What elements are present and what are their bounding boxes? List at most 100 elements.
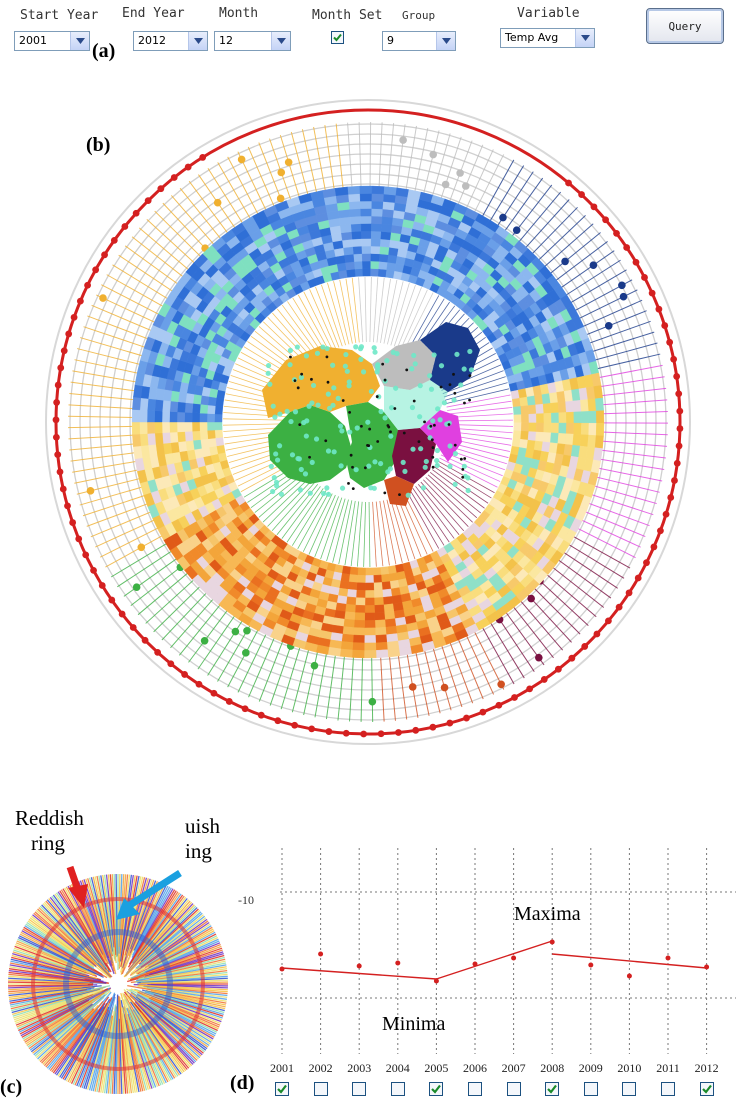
radial-stripe bbox=[87, 878, 115, 972]
connector-line bbox=[368, 501, 371, 567]
heat-cell bbox=[342, 238, 353, 248]
check-icon bbox=[701, 1084, 712, 1094]
lollipop-dot bbox=[200, 636, 209, 645]
radial-stripe bbox=[27, 988, 111, 1048]
query-button[interactable]: Query bbox=[646, 8, 724, 44]
station-dot bbox=[265, 370, 271, 376]
annotation-arrows bbox=[66, 865, 182, 920]
station-dot bbox=[320, 344, 326, 350]
heat-cell bbox=[192, 403, 201, 414]
station-dot bbox=[412, 361, 418, 367]
year-checkbox[interactable] bbox=[390, 1082, 405, 1096]
red-ring-dot bbox=[655, 305, 663, 313]
heat-cell bbox=[162, 432, 171, 444]
station-dot bbox=[354, 425, 360, 431]
lollipop-dot bbox=[231, 627, 240, 636]
year-checkbox[interactable] bbox=[622, 1082, 637, 1096]
heat-cell bbox=[169, 411, 178, 423]
radial-stripe bbox=[13, 988, 104, 1019]
year-checkbox[interactable] bbox=[468, 1082, 482, 1096]
radial-stripe bbox=[140, 935, 218, 974]
radial-stripe bbox=[134, 1001, 195, 1064]
station-dot bbox=[287, 347, 294, 354]
year-checkbox[interactable] bbox=[661, 1082, 675, 1096]
heat-cell bbox=[185, 392, 195, 404]
connector-line bbox=[393, 497, 416, 560]
grid-circle bbox=[69, 123, 667, 721]
radial-stripe bbox=[34, 911, 97, 966]
radial-stripe bbox=[9, 966, 85, 980]
heat-cell bbox=[347, 581, 358, 591]
end-year-select[interactable]: 2012 bbox=[133, 31, 208, 51]
year-checkbox[interactable] bbox=[313, 1082, 328, 1096]
radial-stripe bbox=[64, 887, 107, 964]
year-checkbox[interactable] bbox=[275, 1082, 289, 1096]
chevron-down-icon[interactable] bbox=[188, 32, 207, 50]
connector-line bbox=[223, 418, 289, 421]
red-ring-dot bbox=[144, 197, 152, 205]
heat-cell bbox=[327, 646, 341, 657]
month-set-checkbox[interactable] bbox=[331, 31, 344, 44]
heat-cell bbox=[380, 566, 389, 576]
radial-stripe bbox=[149, 999, 217, 1035]
trend-line bbox=[552, 953, 707, 969]
year-checkbox[interactable] bbox=[506, 1082, 521, 1096]
start-year-select[interactable]: 2001 bbox=[14, 31, 90, 51]
red-ring-dot bbox=[57, 364, 65, 372]
red-ring-dot bbox=[181, 671, 189, 678]
station-dot-dark bbox=[468, 374, 472, 378]
radial-stripe bbox=[8, 968, 103, 983]
group-select[interactable]: 9 bbox=[382, 31, 456, 51]
chevron-down-icon[interactable] bbox=[436, 32, 455, 50]
radial-stripe bbox=[60, 1012, 102, 1079]
connector-line bbox=[400, 289, 428, 350]
radial-stripe bbox=[85, 993, 116, 1090]
connector-line bbox=[387, 281, 404, 345]
red-ring-dot bbox=[667, 494, 675, 501]
reddish-ring bbox=[31, 897, 205, 1071]
red-ring-dot bbox=[53, 399, 61, 406]
check-icon bbox=[277, 1084, 287, 1094]
grid-circle bbox=[109, 163, 627, 681]
variable-select[interactable]: Temp Avg bbox=[500, 28, 595, 48]
station-dot bbox=[405, 492, 411, 498]
radial-stripe bbox=[137, 993, 216, 1037]
red-ring-dot bbox=[325, 728, 333, 735]
chevron-down-icon[interactable] bbox=[271, 32, 290, 50]
radial-stripe bbox=[42, 1004, 99, 1065]
year-checkbox[interactable] bbox=[429, 1082, 444, 1096]
radial-stripe bbox=[32, 914, 97, 967]
grid-circle bbox=[99, 153, 637, 691]
heat-cell bbox=[380, 231, 392, 241]
heat-cell bbox=[382, 588, 393, 598]
radial-stripe bbox=[8, 986, 82, 995]
month-select[interactable]: 12 bbox=[214, 31, 291, 51]
radial-stripe bbox=[42, 903, 99, 964]
radial-visualization[interactable] bbox=[0, 60, 737, 800]
region-south-green bbox=[346, 402, 398, 488]
radial-stripe bbox=[111, 1020, 117, 1094]
lollipop-dot bbox=[243, 626, 251, 635]
radial-stripe bbox=[129, 994, 198, 1061]
data-point bbox=[665, 955, 671, 961]
chevron-down-icon[interactable] bbox=[70, 32, 89, 50]
red-ring-dot bbox=[98, 582, 106, 589]
heat-cell bbox=[352, 642, 365, 651]
year-checkbox[interactable] bbox=[583, 1082, 598, 1096]
connector-line bbox=[393, 284, 416, 347]
small-radial-chart bbox=[8, 874, 228, 1094]
red-ring-dot bbox=[676, 407, 684, 415]
year-checkbox[interactable] bbox=[545, 1082, 560, 1096]
bluish-line2: ing bbox=[185, 839, 212, 863]
radial-stripe bbox=[10, 985, 111, 1008]
red-ring-dot bbox=[141, 636, 149, 644]
year-checkbox[interactable] bbox=[352, 1082, 367, 1096]
heat-cell bbox=[340, 224, 352, 234]
chevron-down-icon[interactable] bbox=[575, 29, 594, 47]
radial-stripe bbox=[120, 875, 138, 967]
heat-cell bbox=[214, 405, 224, 415]
data-point bbox=[395, 960, 401, 966]
connector-line bbox=[327, 282, 346, 346]
radial-stripe bbox=[9, 962, 94, 980]
year-checkbox[interactable] bbox=[699, 1082, 714, 1096]
